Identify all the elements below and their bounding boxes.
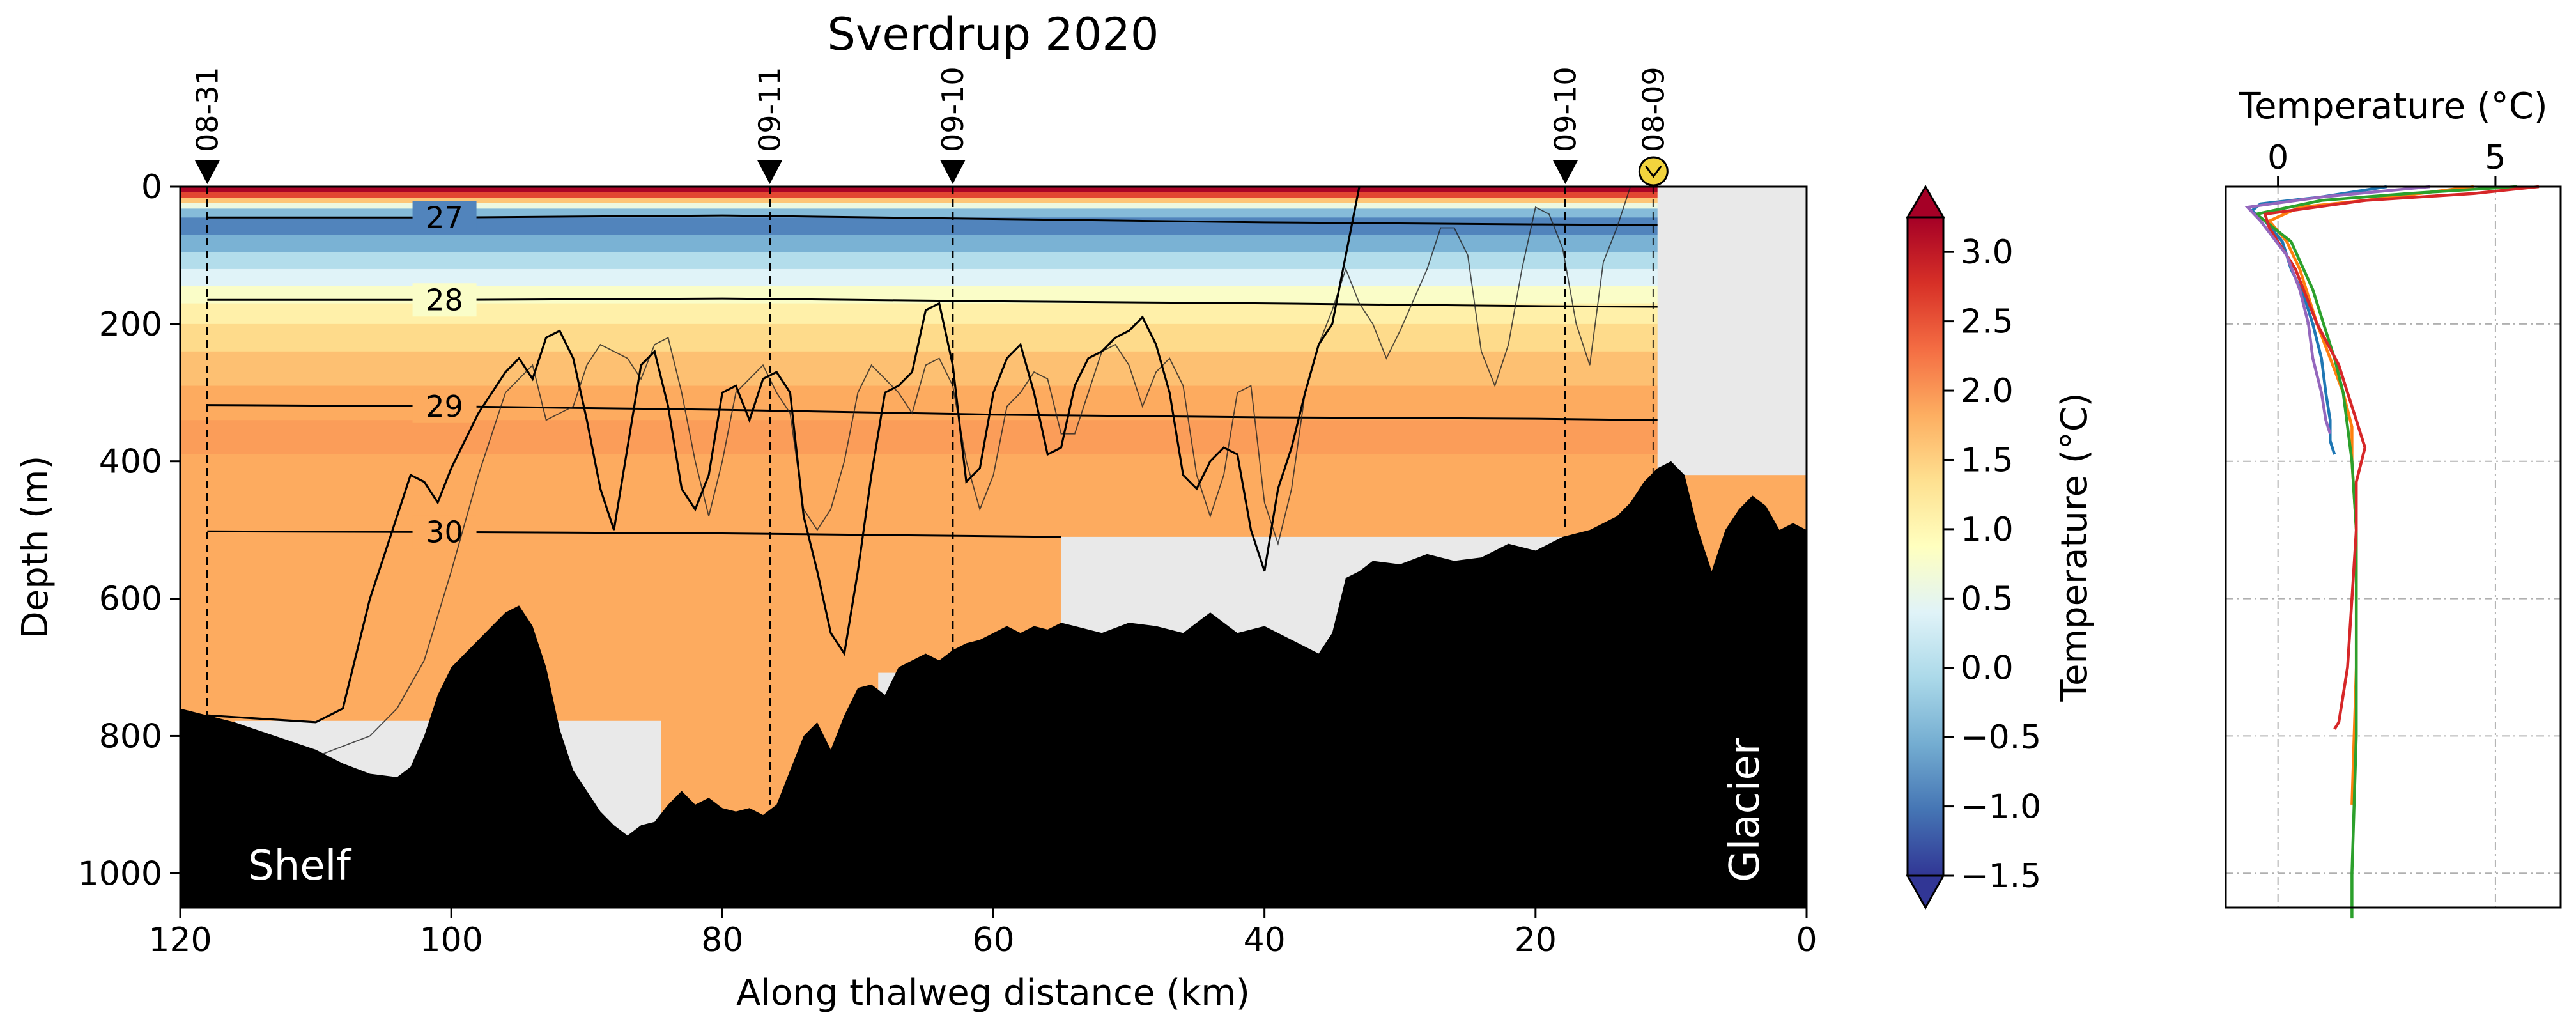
glacier-station-chevron bbox=[1645, 166, 1662, 178]
y-tick-label: 800 bbox=[99, 717, 162, 756]
area-label-glacier: Glacier bbox=[1722, 738, 1769, 882]
profile-x-axis-title: Temperature (°C) bbox=[2238, 86, 2547, 127]
colorbar-tick-label: 1.0 bbox=[1961, 511, 2014, 549]
station-date-label: 09-10 bbox=[936, 66, 970, 152]
y-tick-label: 600 bbox=[99, 580, 162, 619]
y-tick-label: 0 bbox=[141, 168, 162, 206]
temperature-layer bbox=[180, 198, 1807, 204]
temperature-layer bbox=[180, 420, 1807, 455]
section-plot: 27 28 29 30 08-31 09-11 09-10 09-10 08-09 120 10… bbox=[15, 66, 1817, 1014]
temperature-layer bbox=[180, 252, 1807, 270]
x-tick-label: 20 bbox=[1515, 921, 1557, 959]
x-tick-label: 40 bbox=[1244, 921, 1286, 959]
bathymetry-fill bbox=[180, 461, 1807, 908]
x-tick-label: 100 bbox=[420, 921, 483, 959]
isopycnal-label: 30 bbox=[426, 515, 463, 549]
station-markers: 08-31 09-11 09-10 09-10 08-09 bbox=[190, 66, 1670, 187]
temperature-layer bbox=[180, 192, 1807, 199]
y-axis-title: Depth (m) bbox=[15, 456, 56, 639]
profile-line bbox=[2263, 185, 2540, 730]
station-date-label: 09-11 bbox=[753, 66, 787, 152]
colorbar-ticks: −1.5 −1.0 −0.5 0.0 0.5 1.0 1.5 2.0 2.5 3.0 bbox=[1943, 233, 2041, 895]
profile-plot-frame bbox=[2225, 185, 2562, 909]
x-tick-label: 0 bbox=[1796, 921, 1817, 959]
x-axis-title: Along thalweg distance (km) bbox=[736, 972, 1250, 1014]
isopycnal-label: 29 bbox=[426, 389, 463, 424]
colorbar-tick-label: 0.0 bbox=[1961, 649, 2014, 688]
station-marker bbox=[939, 160, 966, 184]
colorbar-tick-label: 2.0 bbox=[1961, 372, 2014, 410]
profile-line bbox=[2244, 185, 2431, 435]
colorbar-title: Temperature (°C) bbox=[2054, 392, 2095, 702]
x-tick-label: 80 bbox=[701, 921, 743, 959]
y-tick-label: 1000 bbox=[78, 855, 162, 893]
y-tick-label: 400 bbox=[99, 443, 162, 481]
profile-x-tick-label: 5 bbox=[2485, 139, 2506, 177]
colorbar-extend-top bbox=[1906, 185, 1945, 219]
secondary-line-thick bbox=[207, 187, 1361, 724]
colorbar-tick-label: −1.0 bbox=[1961, 788, 2041, 826]
temperature-layer bbox=[180, 235, 1807, 253]
temperature-layer bbox=[180, 323, 1807, 352]
profile-lines bbox=[2244, 185, 2540, 919]
isopycnal-label-gap bbox=[412, 201, 477, 235]
y-axis: 0 200 400 600 800 1000 bbox=[78, 168, 180, 893]
x-tick-label: 60 bbox=[972, 921, 1014, 959]
isopycnal-label: 27 bbox=[426, 200, 463, 235]
station-date-label: 08-09 bbox=[1636, 66, 1670, 152]
colorbar-extend-bottom bbox=[1906, 874, 1945, 910]
isopycnal-label: 28 bbox=[426, 283, 463, 317]
y-tick-label: 200 bbox=[99, 306, 162, 344]
isopycnal-line bbox=[207, 530, 1061, 538]
nodata-region bbox=[1657, 187, 1807, 476]
profile-grid bbox=[2226, 187, 2561, 908]
secondary-lines bbox=[207, 187, 1631, 757]
colorbar-tick-label: 3.0 bbox=[1961, 233, 2014, 272]
station-date-label: 09-10 bbox=[1548, 66, 1582, 152]
station-marker bbox=[1552, 160, 1578, 184]
isopycnal-lines: 27 28 29 30 bbox=[207, 200, 1658, 549]
colorbar-tick-label: 2.5 bbox=[1961, 303, 2014, 341]
temperature-layer bbox=[180, 187, 1807, 193]
secondary-line-thin bbox=[207, 187, 1631, 757]
colorbar-fill bbox=[1908, 217, 1943, 876]
station-date-label: 08-31 bbox=[190, 66, 224, 152]
colorbar: −1.5 −1.0 −0.5 0.0 0.5 1.0 1.5 2.0 2.5 3.0 Temper… bbox=[1906, 185, 2095, 910]
chart-title: Sverdrup 2020 bbox=[828, 8, 1159, 61]
isopycnal-label-gap bbox=[412, 389, 477, 423]
x-axis: 120 100 80 60 40 20 0 bbox=[148, 908, 1817, 959]
isopycnal-label-gap bbox=[412, 283, 477, 317]
colorbar-tick-label: 1.5 bbox=[1961, 441, 2014, 479]
glacier-station-marker bbox=[1638, 156, 1669, 187]
profile-line bbox=[2253, 185, 2518, 919]
colorbar-tick-label: −1.5 bbox=[1961, 857, 2041, 895]
colorbar-tick-label: 0.5 bbox=[1961, 580, 2014, 618]
area-label-shelf: Shelf bbox=[248, 842, 351, 890]
colorbar-tick-label: −0.5 bbox=[1961, 718, 2041, 757]
station-marker bbox=[757, 160, 783, 184]
station-lines bbox=[206, 187, 1654, 805]
profile-x-tick-label: 0 bbox=[2267, 139, 2288, 177]
station-marker bbox=[194, 160, 220, 184]
bathymetry bbox=[180, 461, 1807, 908]
colorbar-frame bbox=[1906, 216, 1945, 877]
x-tick-label: 120 bbox=[148, 921, 212, 959]
temperature-layer bbox=[180, 203, 1807, 210]
temperature-layer bbox=[180, 351, 1807, 387]
